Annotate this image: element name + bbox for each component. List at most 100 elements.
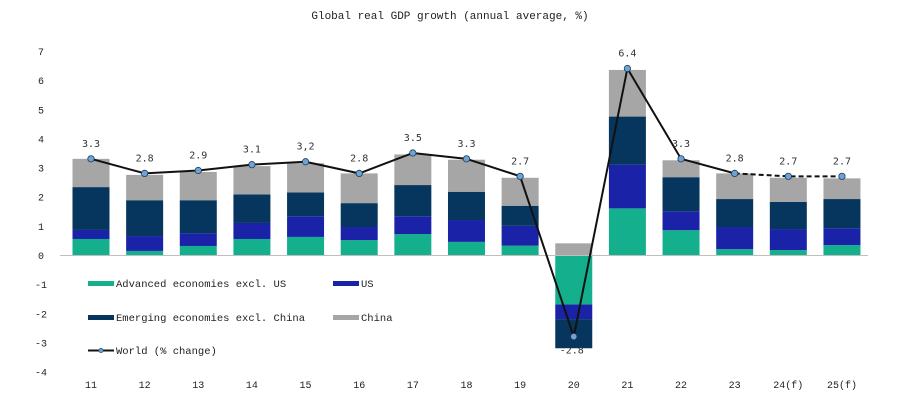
world-marker xyxy=(301,158,310,166)
bar-segment-us xyxy=(555,304,593,320)
world-marker xyxy=(194,166,202,175)
y-tick-label: 0 xyxy=(38,252,44,263)
legend-label: US xyxy=(361,279,374,291)
data-labels-group: 3.3 2.8 2.9 3.1 3,2 2.8 3.5 3.3 2.7 -2.8 6.4 3.3 2.8… xyxy=(82,48,851,356)
y-tick-label: 4 xyxy=(38,135,44,146)
bar-segment-advanced-economies-excl-us xyxy=(769,250,807,255)
world-data-label: 3.3 xyxy=(457,139,475,150)
y-tick-label: -3 xyxy=(35,339,47,350)
y-tick-label: 3 xyxy=(38,165,44,176)
y-tick-label: 2 xyxy=(38,194,44,205)
bar-segment-us xyxy=(233,222,271,239)
x-tick-label: 15 xyxy=(300,381,312,392)
bar-segment-us xyxy=(769,229,807,251)
bar-segment-advanced-economies-excl-us xyxy=(394,234,432,255)
bar-segment-emerging-economies-excl-china xyxy=(179,200,217,234)
world-data-label: 2.7 xyxy=(511,156,529,167)
world-data-label: 6.4 xyxy=(618,48,636,59)
world-data-label: 2.8 xyxy=(350,153,368,164)
world-marker xyxy=(677,155,685,163)
bar-segment-china xyxy=(233,166,271,195)
x-tick-label: 21 xyxy=(621,381,633,392)
bar-segment-emerging-economies-excl-china xyxy=(769,201,807,230)
bars-group xyxy=(72,69,861,349)
bar-segment-us xyxy=(287,216,325,237)
bar-segment-china xyxy=(287,163,325,193)
x-tick-label: 16 xyxy=(353,381,365,392)
bar-segment-china xyxy=(447,159,485,192)
bar-segment-china xyxy=(769,177,807,202)
world-data-label: 2.7 xyxy=(833,156,851,167)
bar-segment-china xyxy=(823,178,861,200)
x-tick-label: 11 xyxy=(85,381,97,392)
legend-swatch xyxy=(88,281,114,286)
x-tick-label: 22 xyxy=(675,381,687,392)
world-marker xyxy=(516,172,524,180)
legend-marker xyxy=(98,347,104,354)
world-data-label: 3.3 xyxy=(82,139,100,150)
world-marker xyxy=(409,149,417,157)
x-tick-label: 18 xyxy=(460,381,472,392)
bar-segment-us xyxy=(447,220,485,242)
chart-title: Global real GDP growth (annual average, … xyxy=(311,11,588,23)
world-data-label: 2.7 xyxy=(779,156,797,167)
legend-swatch xyxy=(333,281,359,286)
y-axis: 7 6 5 4 3 2 1 0 -1 -2 -3 -4 xyxy=(35,48,47,380)
world-marker xyxy=(838,172,846,180)
world-marker xyxy=(355,169,363,177)
y-tick-label: 1 xyxy=(38,223,44,234)
bar-segment-advanced-economies-excl-us xyxy=(287,236,325,255)
world-marker xyxy=(570,332,578,341)
bar-segment-advanced-economies-excl-us xyxy=(126,250,164,255)
world-marker xyxy=(731,169,739,177)
bar-segment-emerging-economies-excl-china xyxy=(501,205,539,226)
legend-swatch xyxy=(88,315,114,320)
bar-segment-emerging-economies-excl-china xyxy=(394,185,432,217)
bar-segment-emerging-economies-excl-china xyxy=(72,187,110,230)
y-tick-label: -1 xyxy=(35,281,47,292)
bar-segment-china xyxy=(716,173,754,200)
world-line-forecast-dashed xyxy=(734,172,842,178)
bar-segment-emerging-economies-excl-china xyxy=(340,203,378,228)
y-tick-label: 6 xyxy=(38,77,44,88)
world-line-group xyxy=(87,64,846,341)
y-tick-label: -4 xyxy=(35,369,47,380)
x-tick-label: 23 xyxy=(729,381,741,392)
bar-segment-us xyxy=(823,228,861,246)
x-tick-label: 20 xyxy=(568,381,580,392)
bar-segment-advanced-economies-excl-us xyxy=(716,249,754,255)
bar-segment-us xyxy=(179,233,217,246)
world-data-label: 2.9 xyxy=(189,150,207,161)
world-marker xyxy=(87,155,95,163)
x-tick-label: 14 xyxy=(246,381,258,392)
x-tick-label: 17 xyxy=(407,381,419,392)
bar-segment-china xyxy=(662,160,700,178)
x-tick-label: 25(f) xyxy=(827,380,857,392)
bar-segment-china xyxy=(126,174,164,201)
bar-segment-advanced-economies-excl-us xyxy=(447,241,485,255)
bar-segment-emerging-economies-excl-china xyxy=(823,199,861,229)
world-data-label: 2.8 xyxy=(136,153,154,164)
bar-segment-advanced-economies-excl-us xyxy=(662,230,700,255)
legend-label: Emerging economies excl. China xyxy=(116,313,305,325)
bar-segment-emerging-economies-excl-china xyxy=(287,192,325,217)
y-tick-label: -2 xyxy=(35,310,47,321)
y-tick-label: 5 xyxy=(38,106,44,117)
bar-segment-emerging-economies-excl-china xyxy=(716,199,754,228)
bar-segment-china xyxy=(340,173,378,204)
bar-segment-emerging-economies-excl-china xyxy=(233,194,271,223)
bar-segment-china xyxy=(179,171,217,201)
world-marker xyxy=(248,161,256,169)
bar-segment-us xyxy=(608,164,646,209)
world-data-label: 3.5 xyxy=(404,133,422,144)
world-marker xyxy=(141,169,149,177)
world-data-label: 2.8 xyxy=(726,153,744,164)
legend-swatch xyxy=(333,315,359,320)
bar-segment-us xyxy=(716,227,754,250)
bar-segment-emerging-economies-excl-china xyxy=(608,116,646,165)
world-data-label: -2.8 xyxy=(560,346,584,357)
world-data-label: 3.1 xyxy=(243,145,261,156)
bar-segment-advanced-economies-excl-us xyxy=(823,245,861,255)
world-marker xyxy=(462,155,471,163)
